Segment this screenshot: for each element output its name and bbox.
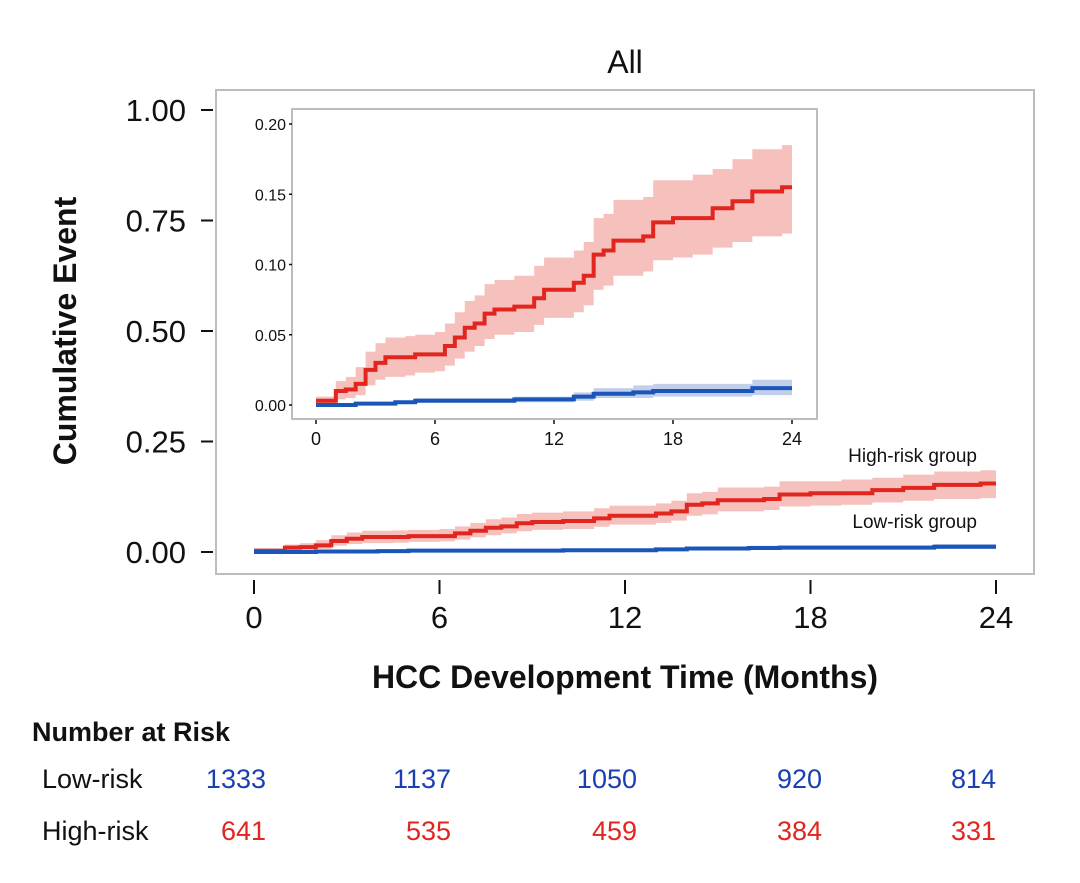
- risk-row-label: Low-risk: [42, 764, 143, 794]
- risk-row-label: High-risk: [42, 816, 149, 846]
- y-tick-label: 0.75: [126, 204, 186, 239]
- risk-count: 384: [777, 816, 822, 846]
- x-tick-label: 12: [608, 600, 642, 635]
- risk-count: 459: [592, 816, 637, 846]
- inset-high-risk-ci-band: [316, 145, 792, 405]
- chart-title: All: [607, 44, 643, 80]
- main-high-risk-ci-band: [254, 470, 996, 552]
- inset-y-tick-label: 0.10: [255, 258, 286, 275]
- risk-count: 1137: [393, 764, 451, 794]
- risk-count: 1333: [206, 764, 266, 794]
- x-tick-label: 0: [245, 600, 262, 635]
- inset-high-risk-curve: [316, 185, 792, 403]
- y-tick-label: 1.00: [126, 93, 186, 128]
- low-risk-label: Low-risk group: [852, 512, 977, 533]
- main-low-risk-curve: [254, 544, 996, 554]
- inset-low-risk-curve: [316, 386, 792, 407]
- x-axis-label: HCC Development Time (Months): [372, 659, 878, 695]
- risk-count: 331: [951, 816, 996, 846]
- risk-count: 641: [221, 816, 266, 846]
- inset-x-tick-label: 24: [782, 429, 802, 449]
- high-risk-label: High-risk group: [848, 446, 977, 467]
- y-axis-label: Cumulative Event: [47, 196, 83, 465]
- inset-x-tick-label: 18: [663, 429, 683, 449]
- risk-table-title: Number at Risk: [32, 717, 231, 747]
- x-tick-label: 18: [793, 600, 827, 635]
- y-tick-label: 0.00: [126, 535, 186, 570]
- x-tick-label: 6: [431, 600, 448, 635]
- risk-count: 1050: [577, 764, 637, 794]
- risk-count: 814: [951, 764, 996, 794]
- x-tick-label: 24: [979, 600, 1013, 635]
- inset-y-tick-label: 0.05: [255, 328, 286, 345]
- inset-y-tick-label: 0.20: [255, 117, 286, 134]
- main-high-risk-curve: [254, 481, 996, 553]
- inset-y-tick-label: 0.15: [255, 187, 286, 204]
- y-tick-label: 0.25: [126, 425, 186, 460]
- inset-x-tick-label: 6: [430, 429, 440, 449]
- main-plot-frame: [215, 89, 1035, 575]
- risk-count: 535: [406, 816, 451, 846]
- inset-low-risk-ci-band: [316, 379, 792, 405]
- risk-count: 920: [777, 764, 822, 794]
- inset-x-tick-label: 12: [544, 429, 564, 449]
- inset-y-tick-label: 0.00: [255, 398, 286, 415]
- y-tick-label: 0.50: [126, 314, 186, 349]
- inset-x-tick-label: 0: [311, 429, 321, 449]
